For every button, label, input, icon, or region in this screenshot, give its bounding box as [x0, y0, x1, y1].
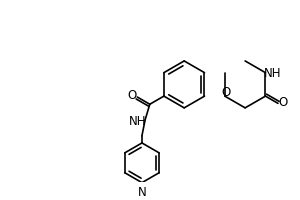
Text: NH: NH: [129, 115, 147, 128]
Text: O: O: [279, 96, 288, 109]
Text: N: N: [138, 186, 146, 199]
Text: NH: NH: [264, 67, 281, 80]
Text: O: O: [221, 86, 230, 99]
Text: O: O: [127, 89, 136, 102]
